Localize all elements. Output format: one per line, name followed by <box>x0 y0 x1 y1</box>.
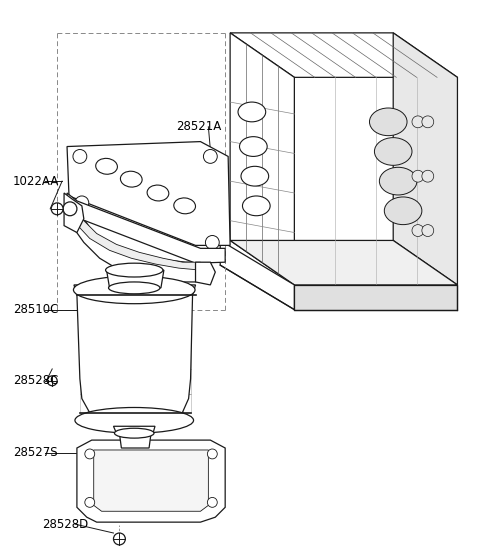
Ellipse shape <box>242 196 270 216</box>
Circle shape <box>85 449 95 459</box>
Text: 28527S: 28527S <box>12 446 57 459</box>
Circle shape <box>422 170 434 182</box>
Circle shape <box>412 225 424 236</box>
Circle shape <box>204 150 217 163</box>
Circle shape <box>85 498 95 507</box>
Ellipse shape <box>379 167 417 195</box>
Polygon shape <box>94 450 208 512</box>
Ellipse shape <box>120 171 142 187</box>
Text: 28528D: 28528D <box>42 518 89 530</box>
Circle shape <box>207 498 217 507</box>
Ellipse shape <box>241 166 269 186</box>
Circle shape <box>412 170 424 182</box>
Circle shape <box>47 376 57 386</box>
Circle shape <box>422 225 434 236</box>
Ellipse shape <box>96 158 118 174</box>
Polygon shape <box>393 33 457 285</box>
Polygon shape <box>294 285 457 310</box>
Polygon shape <box>72 209 205 282</box>
Ellipse shape <box>75 408 193 433</box>
Circle shape <box>51 203 63 215</box>
Text: 28528C: 28528C <box>12 374 58 388</box>
Ellipse shape <box>108 282 160 294</box>
Ellipse shape <box>106 263 163 277</box>
Ellipse shape <box>174 198 195 214</box>
Polygon shape <box>230 240 457 285</box>
Ellipse shape <box>114 428 154 438</box>
Polygon shape <box>195 262 216 285</box>
Polygon shape <box>107 270 164 288</box>
Circle shape <box>422 116 434 128</box>
Ellipse shape <box>374 138 412 165</box>
Circle shape <box>412 116 424 128</box>
Polygon shape <box>120 433 151 448</box>
Text: 28510C: 28510C <box>12 303 58 316</box>
Text: 28521A: 28521A <box>176 120 221 133</box>
Polygon shape <box>74 285 195 430</box>
Polygon shape <box>77 219 201 270</box>
Polygon shape <box>67 142 230 245</box>
Ellipse shape <box>370 108 407 136</box>
Polygon shape <box>230 33 294 285</box>
Polygon shape <box>220 240 294 310</box>
Polygon shape <box>77 440 225 522</box>
Ellipse shape <box>240 137 267 156</box>
Ellipse shape <box>238 102 266 122</box>
Ellipse shape <box>73 276 195 304</box>
Circle shape <box>75 196 89 210</box>
Circle shape <box>73 150 87 163</box>
Circle shape <box>207 449 217 459</box>
Polygon shape <box>64 193 84 232</box>
Circle shape <box>205 236 219 249</box>
Text: 1022AA: 1022AA <box>12 175 59 187</box>
Circle shape <box>113 533 125 545</box>
Ellipse shape <box>147 185 169 201</box>
Circle shape <box>63 202 77 216</box>
Polygon shape <box>113 426 155 433</box>
Polygon shape <box>230 33 457 77</box>
Polygon shape <box>67 193 225 263</box>
Ellipse shape <box>384 197 422 225</box>
